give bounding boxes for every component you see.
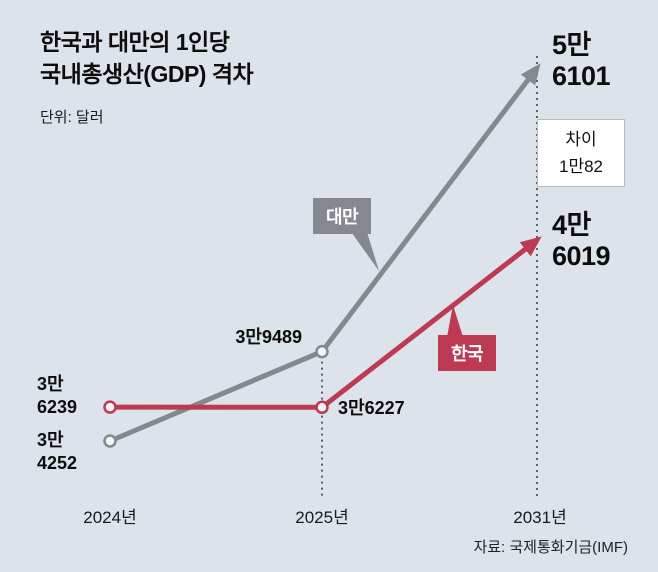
gap-label: 차이 — [565, 130, 597, 149]
taiwan-end-value: 5만 6101 — [552, 30, 611, 91]
series-line-1 — [109, 236, 542, 410]
point-s1-x1 — [315, 400, 329, 415]
source-credit: 자료: 국제통화기금(IMF) — [473, 539, 628, 556]
x-tick-2024: 2024년 — [83, 508, 137, 527]
korea-series-label: 한국 — [438, 335, 497, 371]
korea-mid-value: 3만6227 — [338, 398, 405, 418]
taiwan-callout-tail — [349, 229, 379, 271]
series-line-0 — [109, 63, 541, 444]
x-tick-2025: 2025년 — [295, 508, 349, 527]
chart-title-line1: 한국과 대만의 1인당 — [40, 29, 230, 55]
point-s0-x0 — [103, 434, 117, 448]
point-s1-x0 — [103, 400, 117, 414]
korea-start-value: 3만 6239 — [37, 374, 78, 417]
x-tick-2031: 2031년 — [513, 508, 567, 527]
korea-callout-tail — [447, 305, 463, 337]
unit-label: 단위: 달러 — [40, 109, 104, 126]
taiwan-series-label: 대만 — [313, 198, 372, 234]
gap-value: 1만82 — [558, 157, 603, 176]
chart-title-line2: 국내총생산(GDP) 격차 — [40, 61, 254, 87]
korea-end-value: 4만 6019 — [552, 210, 611, 271]
point-s0-x1 — [315, 344, 329, 359]
gap-callout-box: 차이 1만82 — [537, 119, 625, 187]
taiwan-mid-value: 3만9489 — [235, 327, 302, 347]
chart-title: 한국과 대만의 1인당 국내총생산(GDP) 격차 — [40, 26, 254, 90]
taiwan-start-value: 3만 4252 — [37, 430, 78, 473]
